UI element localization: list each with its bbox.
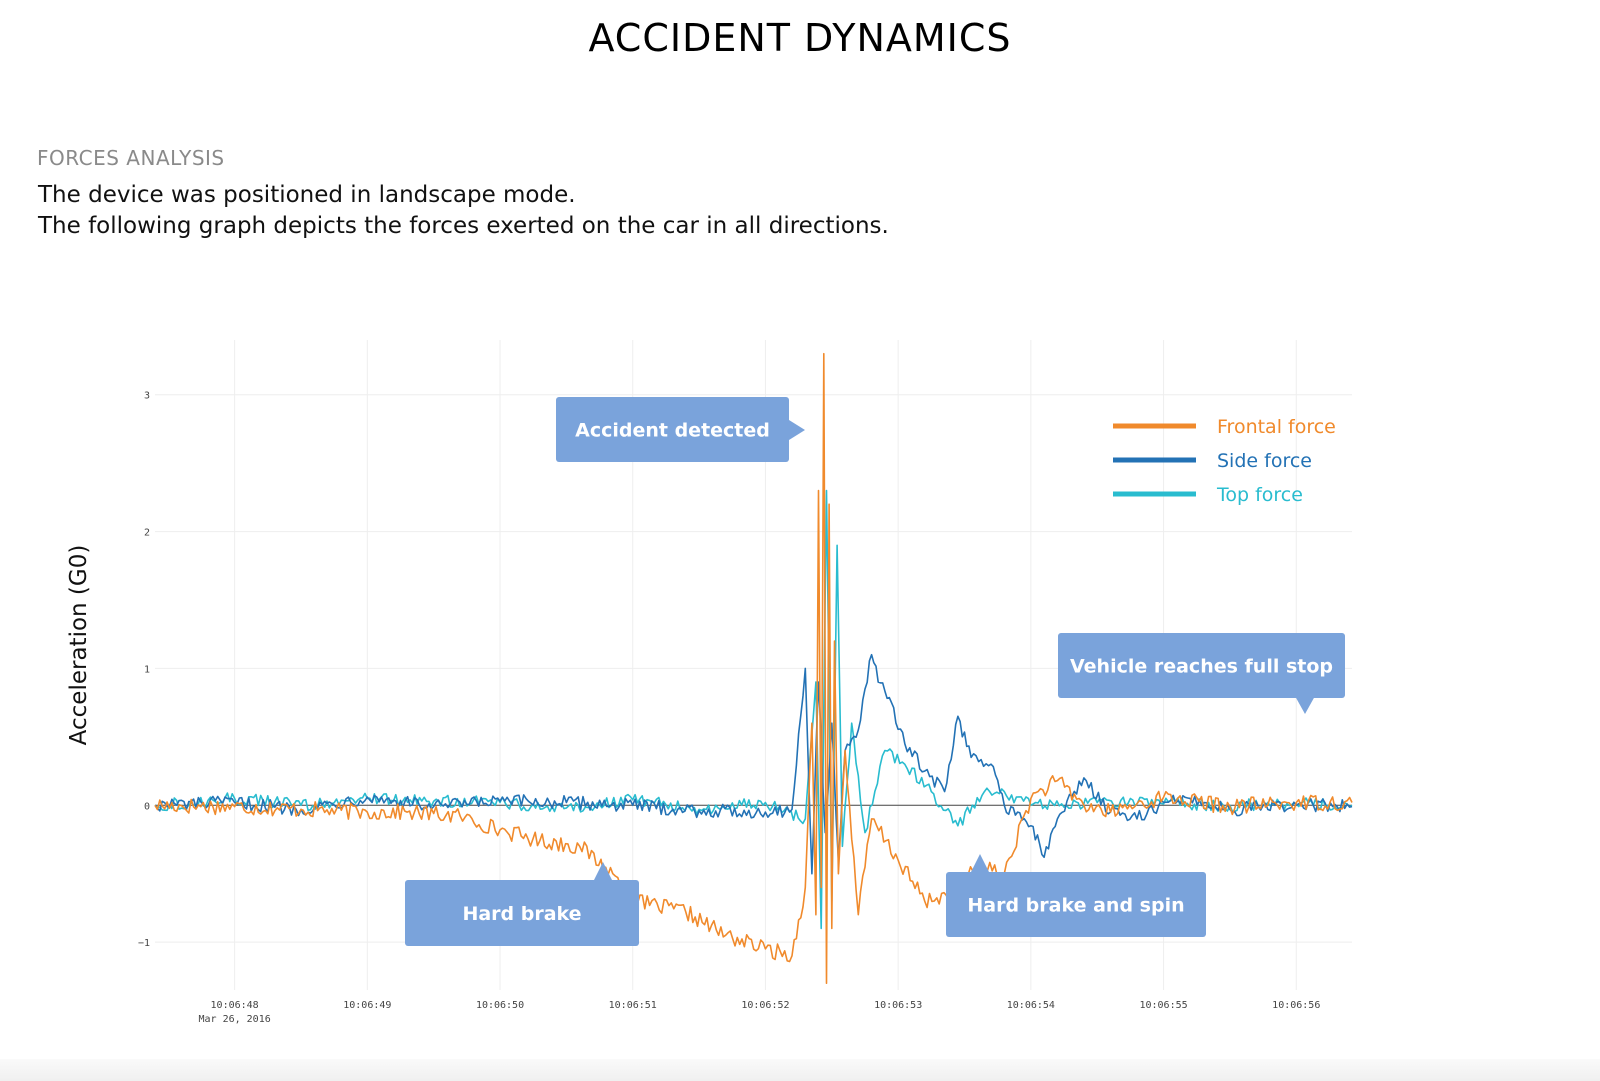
x-tick-label: 10:06:55	[1139, 1000, 1187, 1011]
y-tick-label: 2	[144, 528, 150, 539]
legend-label: Frontal force	[1217, 416, 1336, 438]
description: The device was positioned in landscape m…	[38, 180, 889, 242]
callout-box	[946, 872, 1206, 937]
y-axis-title: Acceleration (G0)	[66, 545, 92, 746]
x-tick-label: 10:06:49	[343, 1000, 391, 1011]
series-line-side-force	[154, 653, 1353, 875]
callout-pointer	[593, 862, 613, 882]
callout-box	[556, 397, 789, 462]
legend-layer: Frontal force Side force Top force	[1113, 416, 1336, 506]
legend-label: Side force	[1217, 450, 1312, 472]
series-layer	[154, 352, 1353, 984]
y-tick-label: 0	[144, 801, 150, 812]
section-label: FORCES ANALYSIS	[37, 146, 225, 170]
page-title: ACCIDENT DYNAMICS	[588, 16, 1012, 60]
callout-pointer	[1295, 696, 1315, 714]
annotation-callout: Accident detected	[556, 397, 805, 462]
series-line-frontal-force	[154, 352, 1353, 984]
y-tick-label: 1	[144, 664, 150, 675]
x-tick-label: 10:06:50	[476, 1000, 524, 1011]
annotation-callout: Vehicle reaches full stop	[1058, 633, 1345, 714]
annotation-layer: Accident detected Hard brake Vehicle reach…	[405, 397, 1345, 946]
y-tick-label: 3	[144, 391, 150, 402]
callout-pointer	[789, 420, 805, 440]
x-tick-label: 10:06:52	[741, 1000, 789, 1011]
x-tick-label: 10:06:54	[1007, 1000, 1055, 1011]
y-tick-label: −1	[138, 938, 150, 949]
x-tick-label: 10:06:53	[874, 1000, 922, 1011]
window-bottom-bar	[0, 1059, 1600, 1081]
annotation-callout: Hard brake and spin	[946, 854, 1206, 937]
callout-text: Hard brake and spin	[967, 895, 1184, 917]
callout-text: Vehicle reaches full stop	[1070, 656, 1333, 678]
x-tick-label: 10:06:51	[609, 1000, 657, 1011]
x-tick-label: 10:06:56	[1272, 1000, 1320, 1011]
axis-layer: −1 0 1 2 3 10:06:48 10:06:49 10:06:50 10:06:51 10…	[66, 391, 1320, 1025]
x-date-label: Mar 26, 2016	[198, 1014, 270, 1025]
x-tick-label: 10:06:48	[211, 1000, 259, 1011]
callout-text: Accident detected	[575, 420, 770, 442]
description-line-1: The device was positioned in landscape m…	[38, 182, 576, 208]
callout-box	[1058, 633, 1345, 698]
callout-text: Hard brake	[462, 903, 581, 925]
callout-box	[405, 880, 639, 946]
series-line-top-force	[154, 489, 1353, 930]
description-line-2: The following graph depicts the forces e…	[38, 213, 889, 239]
callout-pointer	[970, 854, 990, 874]
annotation-callout: Hard brake	[405, 862, 639, 946]
legend-label: Top force	[1216, 484, 1303, 506]
